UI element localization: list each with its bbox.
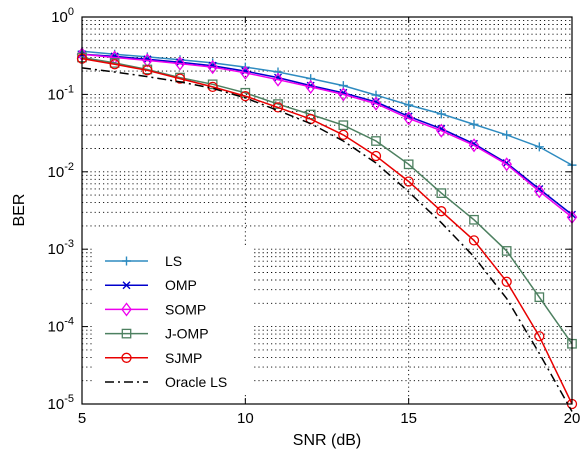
data-point bbox=[370, 150, 382, 162]
data-point bbox=[370, 96, 382, 111]
data-point bbox=[403, 159, 414, 170]
data-point bbox=[403, 176, 414, 187]
legend-box bbox=[93, 247, 253, 393]
series-line bbox=[81, 67, 573, 412]
data-point bbox=[338, 87, 349, 102]
data-point bbox=[502, 130, 512, 140]
data-point bbox=[371, 136, 381, 146]
data-point bbox=[273, 99, 283, 109]
series-line bbox=[81, 57, 573, 405]
y-tick-label: 10-3 bbox=[48, 238, 74, 258]
data-point bbox=[469, 119, 479, 129]
data-point bbox=[272, 102, 284, 113]
data-point bbox=[273, 67, 283, 77]
data-point bbox=[404, 100, 414, 110]
y-tick-label: 100 bbox=[51, 6, 74, 26]
legend-marker bbox=[121, 302, 132, 317]
y-tick-label: 10-4 bbox=[48, 316, 74, 336]
data-point bbox=[436, 123, 447, 138]
x-tick-label: 15 bbox=[400, 410, 417, 427]
y-tick-base: 10 bbox=[48, 241, 65, 258]
data-point bbox=[403, 111, 414, 126]
data-point bbox=[109, 59, 120, 70]
y-tick-exponent: 0 bbox=[68, 6, 74, 18]
x-tick-label: 20 bbox=[564, 410, 581, 427]
y-axis-label: BER bbox=[11, 194, 28, 227]
y-tick-label: 10-1 bbox=[48, 83, 74, 103]
series-line bbox=[81, 53, 573, 218]
data-point bbox=[142, 65, 153, 76]
data-point bbox=[436, 109, 446, 119]
data-point bbox=[534, 142, 544, 152]
legend-marker bbox=[121, 352, 132, 363]
plot-frame bbox=[81, 16, 573, 405]
legend-item: LS bbox=[105, 253, 182, 269]
x-axis-label: SNR (dB) bbox=[293, 432, 361, 449]
legend-marker bbox=[122, 281, 131, 290]
series-line bbox=[81, 53, 573, 216]
legend-label: LS bbox=[165, 253, 182, 269]
x-tick-label: 5 bbox=[78, 410, 86, 427]
data-point bbox=[436, 206, 447, 217]
legend-label: J-OMP bbox=[165, 326, 209, 342]
x-tick-labels: 5 10 15 20 bbox=[78, 410, 581, 427]
legend-item: OMP bbox=[105, 277, 197, 293]
data-point bbox=[338, 120, 349, 131]
y-tick-exponent: -4 bbox=[64, 316, 74, 328]
legend-item: J-OMP bbox=[105, 326, 209, 342]
series-somp bbox=[76, 47, 578, 225]
data-point bbox=[207, 60, 218, 75]
legend-label: SJMP bbox=[165, 350, 202, 366]
series-oracle-ls bbox=[81, 67, 573, 412]
data-point bbox=[240, 87, 251, 98]
data-point bbox=[501, 246, 512, 256]
data-point bbox=[534, 292, 545, 303]
series-line bbox=[81, 50, 573, 166]
data-point bbox=[174, 56, 186, 71]
data-point bbox=[501, 276, 512, 287]
series-line bbox=[81, 56, 573, 345]
legend-item: SJMP bbox=[105, 350, 202, 366]
axis-ticks bbox=[81, 16, 573, 405]
y-tick-base: 10 bbox=[51, 9, 68, 26]
legend-label: Oracle LS bbox=[165, 374, 227, 390]
legend-marker bbox=[121, 328, 132, 339]
y-tick-exponent: -1 bbox=[64, 83, 74, 95]
data-point bbox=[305, 79, 316, 94]
data-point bbox=[272, 72, 284, 87]
data-point bbox=[240, 90, 251, 102]
legend-item: Oracle LS bbox=[105, 374, 227, 390]
data-point bbox=[534, 331, 545, 342]
y-tick-exponent: -3 bbox=[64, 238, 74, 250]
y-tick-label: 10-2 bbox=[48, 161, 74, 181]
legend-label: OMP bbox=[165, 277, 197, 293]
y-tick-base: 10 bbox=[48, 396, 65, 413]
data-point bbox=[240, 65, 251, 80]
legend: LS OMP SOMP J-OMP SJMP Oracle LS bbox=[93, 247, 253, 393]
data-point bbox=[468, 235, 480, 246]
y-tick-label: 10-5 bbox=[48, 393, 74, 413]
y-tick-base: 10 bbox=[48, 164, 65, 181]
data-point bbox=[174, 73, 186, 84]
y-tick-exponent: -5 bbox=[64, 393, 74, 405]
data-point bbox=[436, 188, 447, 198]
y-tick-base: 10 bbox=[48, 319, 65, 336]
x-tick-label: 10 bbox=[237, 410, 254, 427]
data-point bbox=[338, 129, 349, 141]
data-point bbox=[469, 214, 479, 225]
legend-label: SOMP bbox=[165, 301, 206, 317]
y-tick-base: 10 bbox=[48, 86, 65, 103]
y-tick-exponent: -2 bbox=[64, 161, 74, 173]
data-point bbox=[501, 157, 512, 172]
legend-item: SOMP bbox=[105, 301, 206, 317]
legend-marker bbox=[122, 256, 131, 266]
data-point bbox=[534, 184, 545, 199]
data-point bbox=[535, 184, 544, 193]
data-point bbox=[468, 138, 480, 153]
grid-lines bbox=[82, 17, 572, 404]
